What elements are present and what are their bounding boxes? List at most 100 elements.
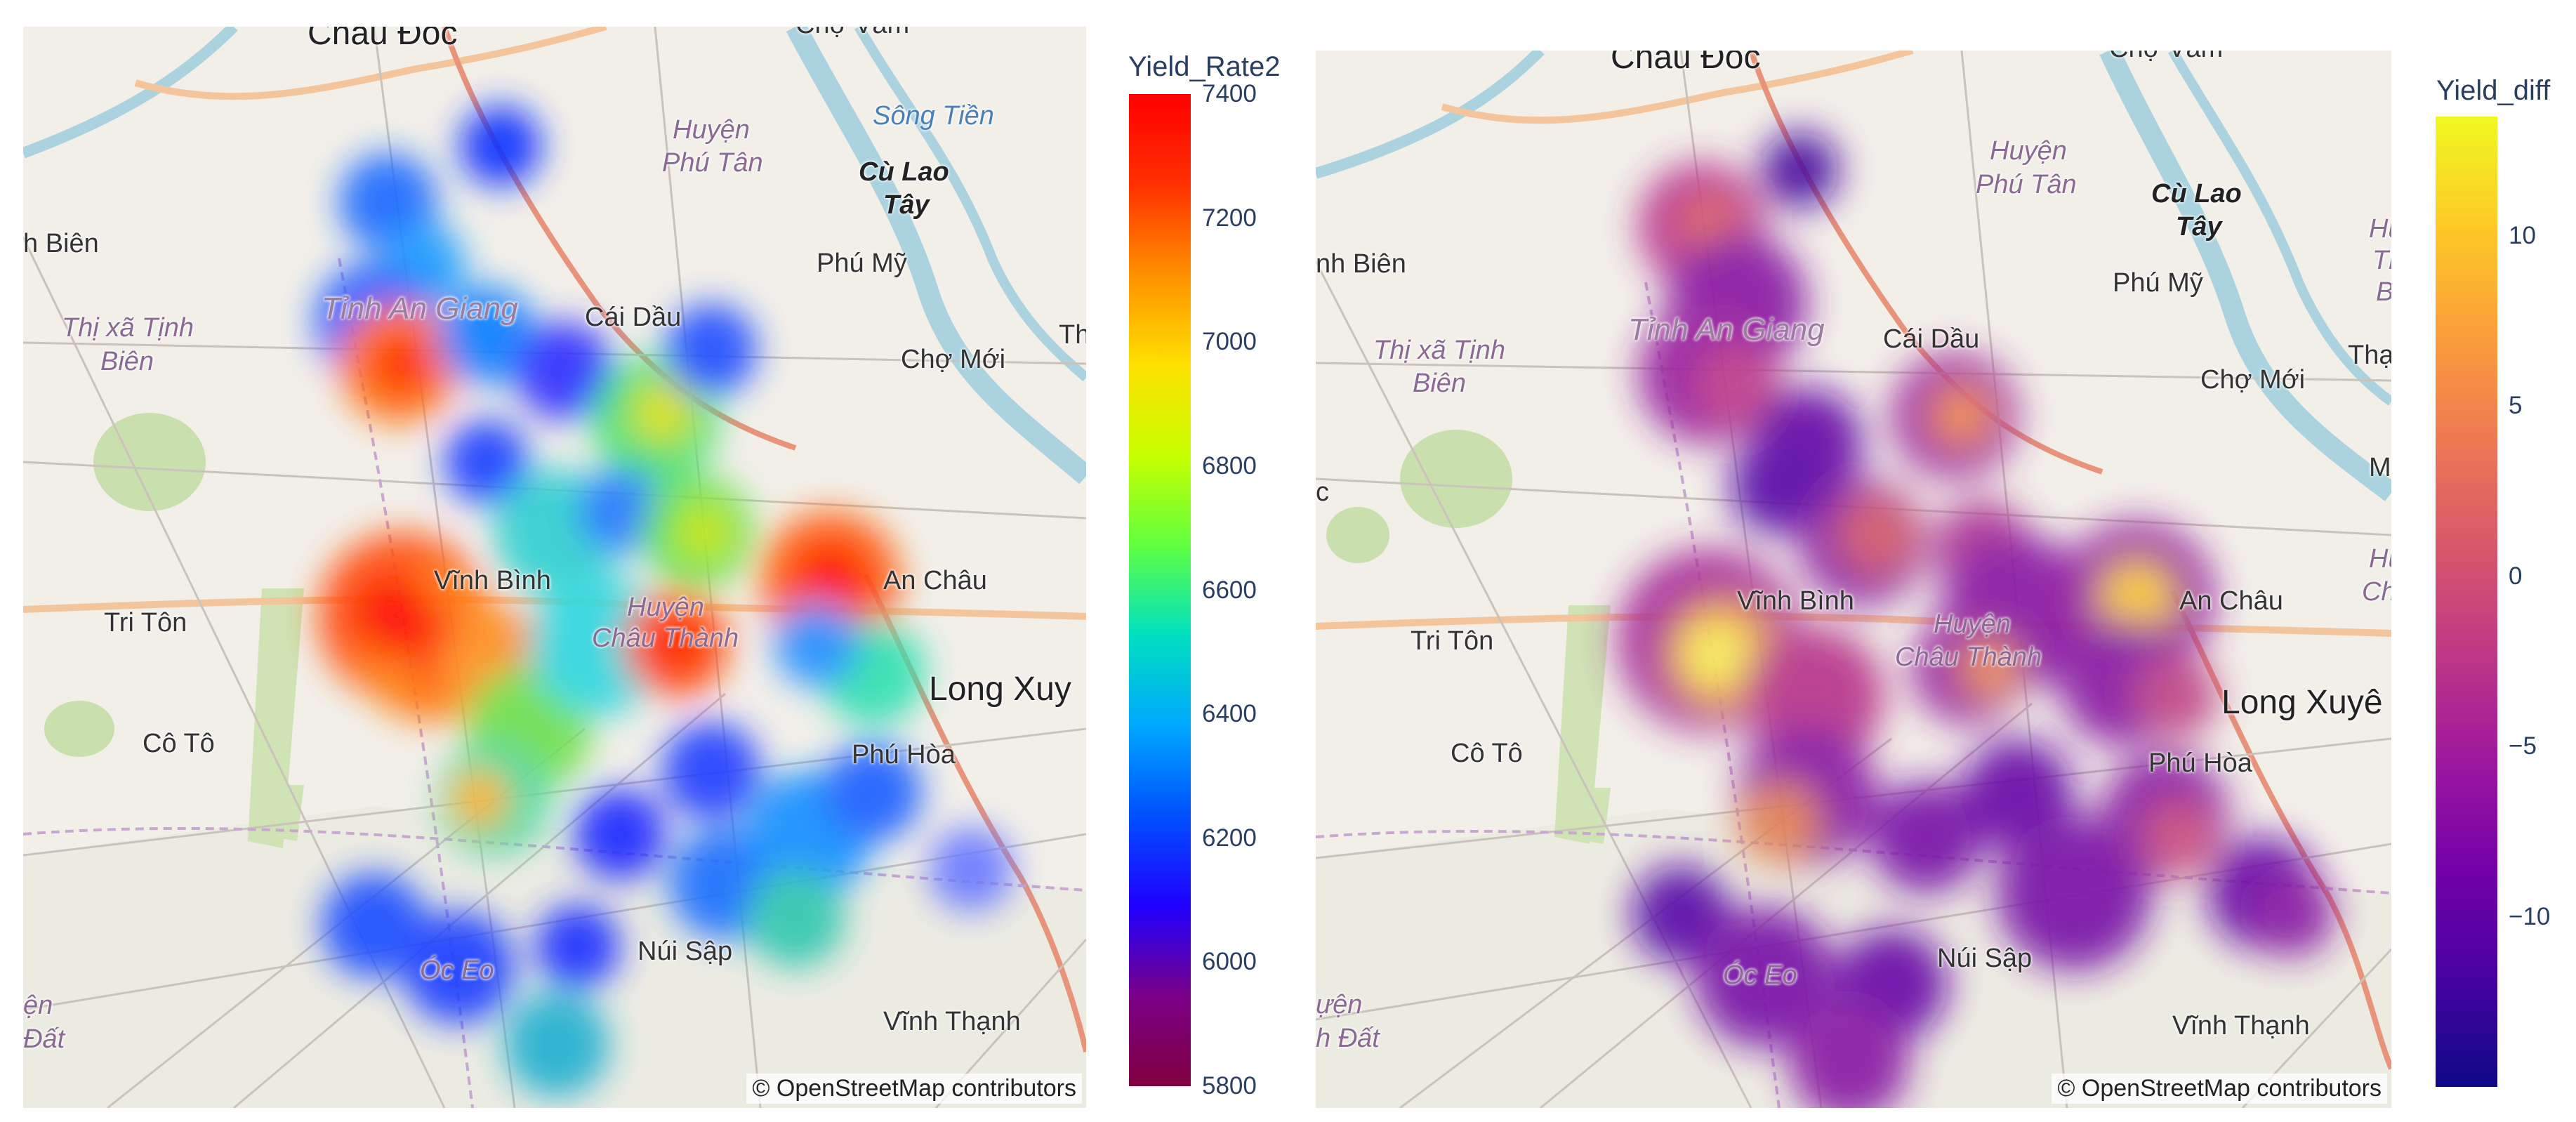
heat-spot [1997, 816, 2151, 970]
place-label: Núi Sập [638, 937, 733, 966]
colorbar-tick-label: 7000 [1202, 328, 1257, 356]
place-label: Biên [100, 347, 154, 376]
place-label: Tây [2176, 212, 2222, 242]
place-label: Chợ Vàm [795, 27, 909, 38]
place-label: Óc Eo [1723, 961, 1797, 990]
place-label: Núi Sập [1937, 944, 2033, 973]
colorbar-tick-label: 5 [2509, 392, 2523, 420]
colorbar-title: Yield_diff [2436, 75, 2551, 106]
colorbar-gradient [1129, 94, 1191, 1086]
place-label: M [2369, 453, 2391, 482]
place-label: Bi [2376, 279, 2391, 305]
heat-spot [1684, 623, 1748, 686]
place-label: h Biên [23, 229, 99, 258]
place-label: Thạ [2348, 341, 2391, 370]
place-label: Huyện [673, 115, 750, 145]
place-label: Phú Mỹ [2113, 268, 2203, 298]
heat-spot [1870, 781, 1983, 893]
heat-spot [402, 911, 515, 1024]
place-label: An Châu [883, 566, 987, 595]
place-label: Châu Đốc [308, 27, 458, 52]
place-label: Biên [1413, 369, 1467, 398]
heat-spot [1695, 907, 1835, 1048]
place-label: Cái Dầu [585, 303, 682, 332]
place-label: Vĩnh Bình [1737, 586, 1854, 616]
heat-spot [322, 873, 427, 978]
place-label: Chợ Mới [2200, 365, 2306, 395]
place-label: Óc Eo [420, 956, 494, 985]
heat-spot [774, 602, 859, 687]
place-label: Huyện [627, 593, 704, 622]
heat-spot [373, 334, 432, 393]
place-label: c [1316, 477, 1329, 507]
heat-spot [353, 574, 437, 659]
place-label: Long Xuyê [2221, 684, 2383, 721]
place-label: Tây [883, 190, 930, 220]
heat-spot [1958, 637, 2021, 700]
heat-spot [630, 381, 694, 444]
colorbar-tick-label: 7400 [1202, 80, 1257, 107]
place-label: Tỉnh An Giang [322, 291, 518, 326]
place-label: Th [1059, 320, 1086, 350]
heat-spot [1835, 493, 1920, 577]
heat-spot [824, 743, 922, 841]
heat-spot [792, 543, 869, 620]
place-label: Tri Tôn [1411, 626, 1494, 656]
heat-spot [1762, 131, 1839, 209]
heat-spot [529, 574, 669, 715]
heat-spot [451, 771, 508, 827]
base-map [23, 27, 1086, 1108]
heat-spot [2099, 560, 2176, 637]
heat-spot [1730, 437, 1828, 535]
place-label: Cái Dầu [1883, 324, 1980, 354]
colorbar-tick-label: −10 [2509, 902, 2551, 930]
colorbar-tick-label: 0 [2509, 562, 2523, 590]
place-label: h Đất [1316, 1024, 1380, 1053]
place-label: Chợ Mới [901, 345, 1006, 374]
base-map [1316, 51, 2391, 1108]
heat-spot [444, 420, 529, 504]
place-label: Huyện [1990, 136, 2067, 166]
place-label: Thị xã Tịnh [1373, 336, 1505, 365]
place-label: Hu [2369, 544, 2391, 574]
place-label: Phú Tân [1976, 170, 2077, 199]
colorbar-tick-label: 6400 [1202, 700, 1257, 728]
place-label: Th [2372, 246, 2391, 275]
heat-spot [649, 618, 703, 671]
heat-spot [662, 722, 760, 820]
place-label: Phú Hòa [2148, 748, 2252, 778]
map-attribution[interactable]: © OpenStreetMap contributors [2052, 1074, 2387, 1104]
colorbar-tick-label: 6600 [1202, 576, 1257, 604]
heat-layer [315, 105, 1013, 1097]
heat-spot [2141, 798, 2218, 876]
heat-spot [1632, 865, 1730, 963]
place-label: An Châu [2179, 586, 2283, 616]
heat-spot [2250, 872, 2334, 956]
heat-spot [1930, 384, 1993, 447]
place-label: Đất [23, 1024, 65, 1054]
place-label: Huyện [1934, 609, 2011, 639]
place-label: Phú Hòa [852, 740, 956, 770]
heat-spot [536, 904, 620, 989]
heat-spot [437, 286, 536, 385]
colorbar-tick-label: 7200 [1202, 204, 1257, 232]
place-label: nh Biên [1316, 249, 1406, 279]
place-label: Cô Tô [143, 729, 215, 758]
place-label: Cù Lao [859, 157, 949, 187]
place-label: Long Xuy [929, 671, 1071, 708]
place-label: Vĩnh Bình [434, 566, 551, 595]
colorbar-tick-label: 5800 [1202, 1072, 1257, 1100]
place-label: Châu Đốc [1611, 51, 1761, 76]
place-label: Chi [2362, 577, 2391, 607]
place-label: Sông Tiền [873, 101, 994, 131]
map-attribution[interactable]: © OpenStreetMap contributors [746, 1074, 1082, 1104]
place-label: Châu Thành [592, 623, 739, 653]
heat-spot [676, 504, 732, 560]
place-label: Châu Thành [1895, 642, 2042, 672]
colorbar-title: Yield_Rate2 [1128, 51, 1281, 82]
place-label: Cù Lao [2151, 179, 2242, 209]
place-label: Phú Mỹ [817, 249, 907, 278]
colorbar-tick-label: 6000 [1202, 948, 1257, 976]
